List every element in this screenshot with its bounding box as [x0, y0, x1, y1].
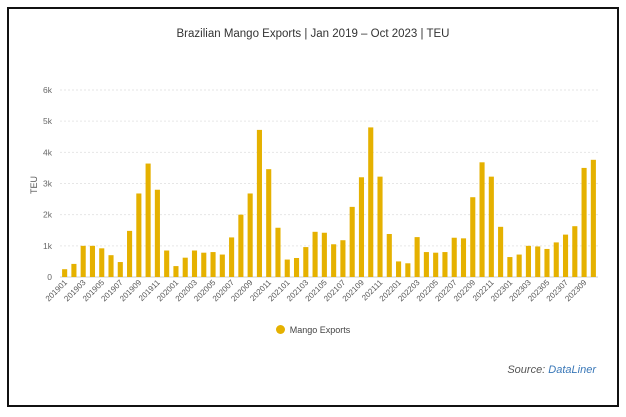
bar-202008[interactable] [238, 214, 244, 277]
bar-201904[interactable] [89, 245, 96, 277]
bar-202006[interactable] [219, 254, 225, 277]
source-note: Source: DataLiner [507, 364, 596, 376]
bar-202106[interactable] [331, 244, 337, 277]
bar-201906[interactable] [108, 255, 114, 277]
source-brand-link[interactable]: DataLiner [548, 364, 596, 376]
x-tick-label: 202309 [563, 278, 589, 304]
y-tick-label: 1k [43, 241, 53, 251]
bar-202211[interactable] [488, 176, 494, 277]
bar-202305[interactable] [544, 248, 550, 277]
bar-202009[interactable] [247, 193, 253, 277]
y-tick-label: 2k [43, 210, 53, 220]
bar-202007[interactable] [229, 237, 235, 277]
y-tick-label: 5k [43, 116, 53, 126]
bars [62, 127, 596, 278]
bar-201909[interactable] [136, 193, 142, 277]
bar-202310[interactable] [590, 159, 596, 277]
bar-202108[interactable] [349, 206, 355, 277]
bar-201912[interactable] [164, 250, 170, 277]
bar-202203[interactable] [414, 237, 420, 277]
bar-202103[interactable] [303, 247, 309, 277]
legend-label: Mango Exports [289, 325, 351, 335]
bar-202012[interactable] [275, 227, 281, 277]
y-axis-label: TEU [29, 176, 39, 194]
bar-201902[interactable] [71, 263, 77, 277]
bar-202301[interactable] [507, 257, 513, 277]
y-axis-ticks: 0 1k 2k 3k 4k 5k 6k [43, 85, 53, 282]
bar-201901[interactable] [62, 269, 68, 277]
bar-201910[interactable] [145, 163, 151, 277]
y-tick-label: 4k [43, 147, 53, 157]
bar-202307[interactable] [562, 234, 569, 277]
bar-202207[interactable] [451, 237, 457, 277]
bar-202306[interactable] [553, 242, 559, 277]
bar-202109[interactable] [358, 177, 365, 277]
bar-202304[interactable] [535, 246, 541, 277]
source-prefix: Source: [507, 364, 549, 376]
bar-202208[interactable] [460, 238, 467, 277]
chart-frame [7, 7, 619, 407]
bar-202105[interactable] [321, 232, 327, 277]
y-tick-label: 6k [43, 85, 53, 95]
bar-202001[interactable] [173, 266, 179, 277]
bar-202308[interactable] [572, 226, 578, 277]
legend-swatch [275, 325, 285, 334]
bar-202104[interactable] [312, 231, 318, 277]
bar-202003[interactable] [191, 250, 198, 277]
bar-202111[interactable] [377, 176, 383, 277]
bar-202212[interactable] [498, 226, 504, 277]
bar-202209[interactable] [470, 197, 476, 277]
bar-202102[interactable] [293, 257, 300, 277]
bar-202302[interactable] [516, 254, 522, 277]
bar-201905[interactable] [99, 248, 105, 277]
bar-202204[interactable] [423, 252, 429, 277]
bar-202010[interactable] [256, 129, 262, 277]
bar-202107[interactable] [340, 240, 346, 277]
bar-201903[interactable] [80, 245, 86, 277]
y-tick-label: 0 [47, 272, 52, 282]
bar-202303[interactable] [525, 245, 531, 277]
bar-202011[interactable] [266, 169, 272, 277]
bar-202205[interactable] [433, 252, 439, 277]
bar-202112[interactable] [386, 233, 392, 277]
bar-202005[interactable] [210, 252, 216, 277]
chart-title: Brazilian Mango Exports | Jan 2019 – Oct… [176, 28, 450, 40]
bar-202002[interactable] [182, 257, 188, 277]
bar-201908[interactable] [127, 230, 133, 277]
bar-202004[interactable] [201, 252, 207, 277]
bar-202309[interactable] [581, 167, 587, 277]
bar-202201[interactable] [396, 261, 402, 277]
x-axis-ticks: 2019012019032019052019072019092019112020… [44, 278, 589, 304]
bar-202210[interactable] [479, 162, 485, 277]
bar-202206[interactable] [442, 252, 448, 277]
bar-202101[interactable] [284, 259, 290, 277]
bar-202202[interactable] [405, 263, 411, 277]
y-tick-label: 3k [43, 179, 53, 189]
bar-201907[interactable] [117, 262, 123, 277]
legend[interactable]: Mango Exports [0, 325, 626, 335]
bar-201911[interactable] [154, 189, 160, 277]
bar-202110[interactable] [368, 127, 374, 278]
